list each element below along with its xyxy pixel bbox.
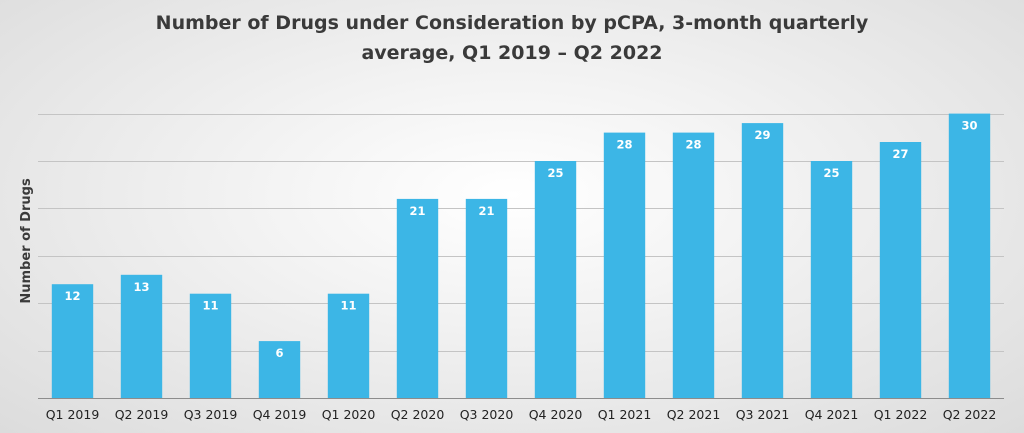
x-tick-label-q1-2021: Q1 2021 bbox=[598, 407, 652, 422]
x-tick-label-q4-2020: Q4 2020 bbox=[529, 407, 583, 422]
x-tick-label-q4-2021: Q4 2021 bbox=[805, 407, 859, 422]
bar-q1-2020 bbox=[327, 293, 370, 398]
data-label-q3-2019: 11 bbox=[202, 299, 218, 313]
bar-q4-2019 bbox=[258, 341, 301, 398]
data-label-q4-2020: 25 bbox=[547, 166, 563, 180]
x-tick-label-q3-2021: Q3 2021 bbox=[736, 407, 790, 422]
data-label-q2-2022: 30 bbox=[961, 119, 977, 133]
bar-q1-2022 bbox=[879, 142, 922, 398]
x-tick-label-q2-2020: Q2 2020 bbox=[391, 407, 445, 422]
chart-title-line-2: average, Q1 2019 – Q2 2022 bbox=[361, 42, 662, 64]
data-label-q3-2020: 21 bbox=[478, 204, 494, 218]
chart-title-line-1: Number of Drugs under Consideration by p… bbox=[156, 12, 869, 34]
bar-q1-2021 bbox=[603, 132, 646, 398]
bar-q3-2020 bbox=[465, 198, 508, 398]
data-label-q2-2020: 21 bbox=[409, 204, 425, 218]
x-tick-labels: Q1 2019 Q2 2019 Q3 2019 Q4 2019 Q1 2020 Q2 20… bbox=[46, 407, 997, 422]
bar-q2-2019 bbox=[120, 274, 163, 398]
bar-q2-2020 bbox=[396, 198, 439, 398]
bar-q2-2021 bbox=[672, 132, 715, 398]
data-label-q1-2021: 28 bbox=[616, 138, 632, 152]
bar-q3-2021 bbox=[741, 123, 784, 398]
bar-q4-2021 bbox=[810, 161, 853, 398]
data-label-q1-2019: 12 bbox=[64, 289, 80, 303]
bar-q2-2022 bbox=[948, 113, 991, 398]
data-label-q1-2022: 27 bbox=[892, 147, 908, 161]
gridlines bbox=[38, 114, 1004, 399]
bars bbox=[51, 113, 991, 398]
bar-q3-2019 bbox=[189, 293, 232, 398]
x-tick-label-q3-2020: Q3 2020 bbox=[460, 407, 514, 422]
x-tick-label-q1-2019: Q1 2019 bbox=[46, 407, 100, 422]
x-tick-label-q2-2021: Q2 2021 bbox=[667, 407, 721, 422]
data-label-q4-2019: 6 bbox=[275, 346, 283, 360]
bar-q1-2019 bbox=[51, 284, 94, 398]
data-label-q3-2021: 29 bbox=[754, 128, 770, 142]
data-label-q2-2019: 13 bbox=[133, 280, 149, 294]
data-labels: 12 13 11 6 11 21 21 25 28 28 29 25 27 30 bbox=[64, 119, 977, 361]
data-label-q4-2021: 25 bbox=[823, 166, 839, 180]
x-tick-label-q4-2019: Q4 2019 bbox=[253, 407, 307, 422]
x-tick-label-q2-2022: Q2 2022 bbox=[943, 407, 997, 422]
data-label-q1-2020: 11 bbox=[340, 299, 356, 313]
data-label-q2-2021: 28 bbox=[685, 138, 701, 152]
x-tick-label-q3-2019: Q3 2019 bbox=[184, 407, 238, 422]
bar-q4-2020 bbox=[534, 161, 577, 398]
x-tick-label-q2-2019: Q2 2019 bbox=[115, 407, 169, 422]
x-tick-label-q1-2020: Q1 2020 bbox=[322, 407, 376, 422]
y-axis-label: Number of Drugs bbox=[19, 178, 34, 304]
x-tick-label-q1-2022: Q1 2022 bbox=[874, 407, 928, 422]
